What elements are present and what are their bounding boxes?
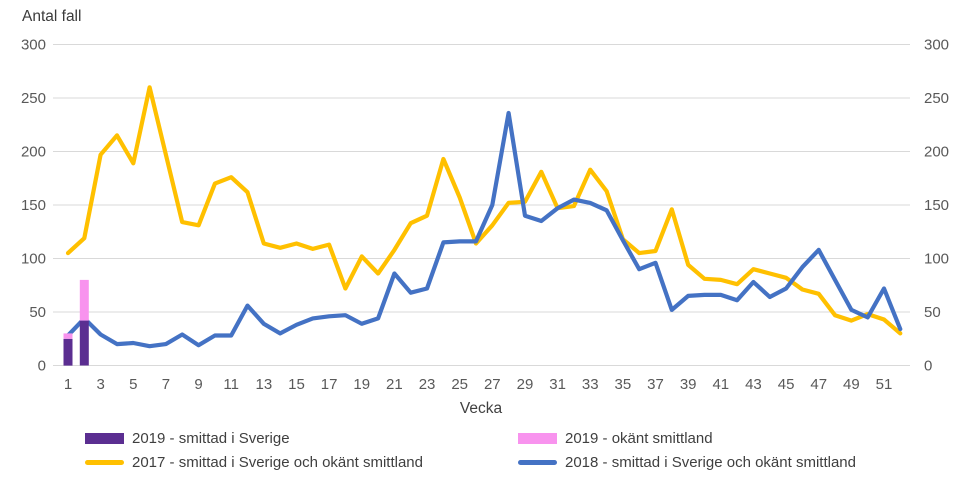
x-axis-label: 35 <box>615 376 632 393</box>
x-axis-label: 47 <box>810 376 827 393</box>
x-axis-label: 49 <box>843 376 860 393</box>
bar-week-1 <box>63 333 73 339</box>
y-axis-label-left: 200 <box>21 144 46 161</box>
x-axis-label: 13 <box>255 376 272 393</box>
x-axis-label: 41 <box>712 376 729 393</box>
legend-swatch-blue-line <box>518 459 557 465</box>
y-axis-label-right: 300 <box>924 37 949 54</box>
x-axis-label: 39 <box>680 376 697 393</box>
y-axis-label-left: 300 <box>21 37 46 54</box>
x-axis-label: 43 <box>745 376 762 393</box>
gridlines <box>53 44 910 366</box>
y-axis-label-right: 150 <box>924 197 949 214</box>
x-axis-label: 15 <box>288 376 305 393</box>
legend-label: 2018 - smittad i Sverige och okänt smitt… <box>565 453 856 471</box>
chart-area: Antal fall 0 0 50 50 100 100 150 150 200 200 250 25… <box>21 8 949 417</box>
legend-item-2018-line: 2018 - smittad i Sverige och okänt smitt… <box>518 450 856 474</box>
line-series-2018 <box>65 110 903 349</box>
y-axis-label-left: 150 <box>21 197 46 214</box>
x-axis-label: 37 <box>647 376 664 393</box>
chart-svg: Antal fall 0 0 50 50 100 100 150 150 200 200 250 25… <box>21 8 949 417</box>
legend-item-2019-sverige: 2019 - smittad i Sverige <box>85 426 290 450</box>
x-axis-label: 3 <box>96 376 104 393</box>
y-axis-label-right: 50 <box>924 304 941 321</box>
x-axis-label: 31 <box>549 376 566 393</box>
legend-label: 2019 - smittad i Sverige <box>132 429 290 447</box>
legend-swatch-purple-bar <box>85 432 124 444</box>
legend-swatch-pink-bar <box>518 432 557 444</box>
x-axis-label: 25 <box>451 376 468 393</box>
x-axis-label: 9 <box>194 376 202 393</box>
x-axis-label: 27 <box>484 376 501 393</box>
x-axis-label: 17 <box>321 376 338 393</box>
legend-item-2017-line: 2017 - smittad i Sverige och okänt smitt… <box>85 450 423 474</box>
y-axis-label-left: 50 <box>29 304 46 321</box>
x-axis-label: 29 <box>517 376 534 393</box>
legend-swatch-yellow-line <box>85 459 124 465</box>
chart-legend: 2019 - smittad i Sverige 2019 - okänt sm… <box>0 426 971 482</box>
y-axis-label-left: 100 <box>21 251 46 268</box>
x-axis-label: 45 <box>778 376 795 393</box>
series-layer <box>63 85 903 366</box>
x-axis-label: 7 <box>162 376 170 393</box>
x-axis-label: 19 <box>353 376 370 393</box>
x-axis-label: 51 <box>876 376 893 393</box>
x-axis-label: 23 <box>419 376 436 393</box>
line-series-2017 <box>65 85 903 336</box>
y-axis-label-right: 250 <box>924 90 949 107</box>
bar-week-2 <box>79 279 89 321</box>
bar-week-1 <box>63 338 73 366</box>
y-axis-label-left: 250 <box>21 90 46 107</box>
legend-item-2019-okant: 2019 - okänt smittland <box>518 426 713 450</box>
y-axis-label-right: 0 <box>924 358 932 375</box>
y-axis-label-right: 200 <box>924 144 949 161</box>
x-axis-label: 33 <box>582 376 599 393</box>
y-axis-label-right: 100 <box>924 251 949 268</box>
x-axis-label: 1 <box>64 376 72 393</box>
chart-title: Antal fall <box>22 8 81 25</box>
x-axis-label: 11 <box>223 376 239 393</box>
legend-label: 2019 - okänt smittland <box>565 429 713 447</box>
x-axis-label: 5 <box>129 376 137 393</box>
x-axis-label: 21 <box>386 376 403 393</box>
bar-week-2 <box>79 320 89 366</box>
legend-label: 2017 - smittad i Sverige och okänt smitt… <box>132 453 423 471</box>
x-axis-title: Vecka <box>460 400 503 417</box>
y-axis-label-left: 0 <box>38 358 46 375</box>
